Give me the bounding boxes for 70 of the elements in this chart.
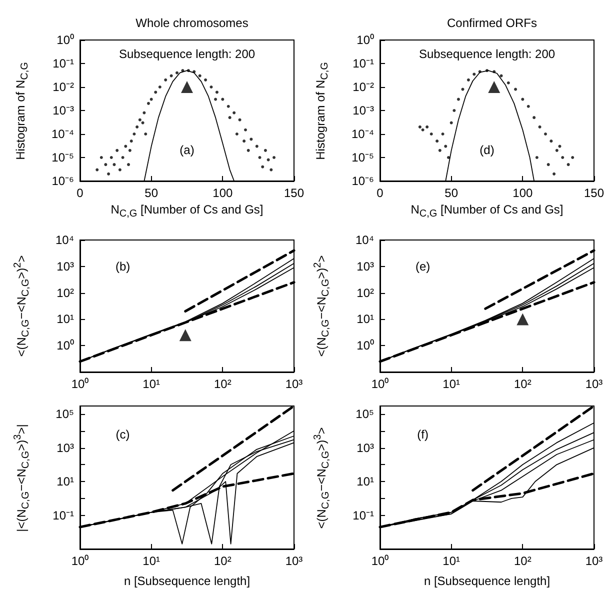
y-tick-label: 10⁻¹	[52, 508, 74, 522]
x-tick-label: 0	[376, 186, 384, 200]
x-tick-label: 10¹	[442, 377, 460, 391]
x-tick-label: 150	[284, 186, 304, 200]
y-tick-label: 10⁻³	[52, 104, 74, 118]
annotation: (f)	[417, 428, 428, 442]
y-tick-label: 10³	[356, 259, 374, 274]
y-tick-label: 10⁻¹	[352, 56, 374, 70]
x-tick-label: 10¹	[142, 377, 160, 391]
x-tick-label: 10³	[285, 377, 303, 391]
x-axis-title: N$_{C,G}$ [Number of Cs and Gs]	[410, 202, 564, 220]
y-tick-label: 10⁻³	[352, 104, 374, 118]
y-tick-label: 10⁴	[55, 233, 74, 247]
x-tick-label: 10²	[514, 377, 532, 391]
x-tick-label: 50	[144, 186, 158, 200]
x-axis-title: n [Subsequence length]	[424, 574, 550, 588]
x-tick-label: 150	[584, 186, 604, 200]
x-tick-label: 0	[76, 186, 84, 200]
x-tick-label: 10³	[585, 554, 603, 568]
y-tick-label: 10⁻⁶	[352, 174, 374, 188]
x-tick-label: 10¹	[142, 554, 160, 568]
y-tick-label: 10¹	[356, 474, 374, 489]
y-tick-label: 10³	[356, 440, 374, 455]
y-tick-label: 10⁻⁴	[51, 127, 74, 141]
x-tick-label: 10⁰	[71, 377, 89, 391]
x-axis-title: N$_{C,G}$ [Number of Cs and Gs]	[110, 202, 264, 220]
y-tick-label: 10⁴	[355, 233, 374, 247]
y-tick-label: 10¹	[56, 474, 74, 489]
x-axis-title: n [Subsequence length]	[124, 574, 250, 588]
annotation: (e)	[415, 259, 430, 274]
y-tick-label: 10⁻⁵	[52, 150, 74, 164]
y-tick-label: 10⁻²	[52, 80, 74, 94]
x-tick-label: 50	[444, 186, 458, 200]
chart-title: Whole chromosomes	[136, 16, 248, 30]
y-tick-label: 10⁻⁶	[52, 174, 74, 188]
y-tick-label: 10⁻¹	[52, 56, 74, 70]
y-tick-label: 10⁰	[356, 33, 374, 47]
x-tick-label: 100	[212, 186, 233, 200]
annotation: (a)	[180, 142, 194, 157]
y-tick-label: 10⁻⁵	[352, 150, 374, 164]
x-tick-label: 10⁰	[371, 377, 389, 391]
y-tick-label: 10²	[56, 286, 74, 300]
annotation: Subsequence length: 200	[118, 47, 256, 62]
annotation: (b)	[115, 259, 130, 274]
y-tick-label: 10⁻⁴	[351, 127, 374, 141]
y-tick-label: 10¹	[356, 312, 374, 326]
y-tick-label: 10⁰	[56, 33, 74, 47]
x-tick-label: 10²	[214, 377, 232, 391]
x-tick-label: 10²	[514, 554, 532, 568]
annotation: (c)	[116, 428, 130, 442]
y-tick-label: 10⁵	[356, 407, 374, 422]
y-tick-label: 10⁻²	[352, 80, 374, 94]
y-tick-label: 10⁰	[56, 338, 74, 353]
x-tick-label: 10⁰	[71, 554, 89, 568]
x-tick-label: 10¹	[442, 554, 460, 568]
x-tick-label: 10⁰	[371, 554, 389, 568]
y-tick-label: 10³	[56, 259, 74, 274]
y-tick-label: 10⁻¹	[352, 508, 374, 522]
annotation: Subsequence length: 200	[418, 47, 556, 62]
y-tick-label: 10³	[56, 440, 74, 455]
x-tick-label: 10³	[585, 377, 603, 391]
y-tick-label: 10¹	[56, 312, 74, 326]
x-tick-label: 10³	[285, 554, 303, 568]
annotation: (d)	[480, 142, 494, 157]
y-tick-label: 10²	[356, 286, 374, 300]
y-tick-label: 10⁵	[56, 407, 74, 422]
x-tick-label: 10²	[214, 554, 232, 568]
x-tick-label: 100	[512, 186, 533, 200]
chart-title: Confirmed ORFs	[446, 16, 538, 30]
y-tick-label: 10⁰	[356, 338, 374, 353]
